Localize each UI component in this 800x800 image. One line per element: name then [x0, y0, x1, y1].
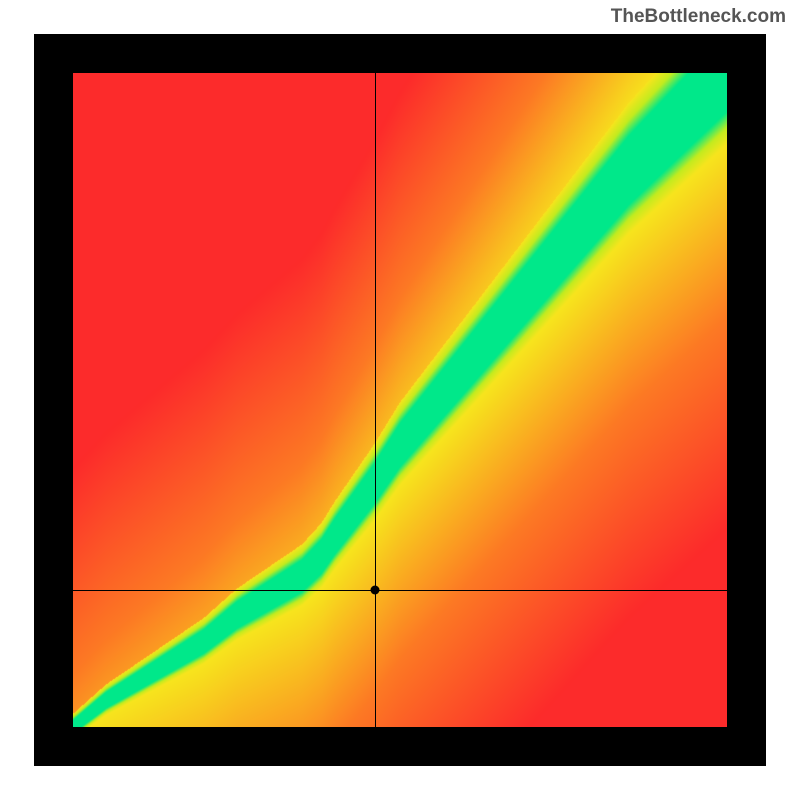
heatmap-canvas: [73, 73, 727, 727]
chart-frame: [34, 34, 766, 766]
heatmap-plot: [73, 73, 727, 727]
watermark-text: TheBottleneck.com: [611, 6, 786, 28]
crosshair-vertical: [375, 73, 376, 727]
crosshair-horizontal: [73, 590, 727, 591]
crosshair-marker: [371, 585, 380, 594]
